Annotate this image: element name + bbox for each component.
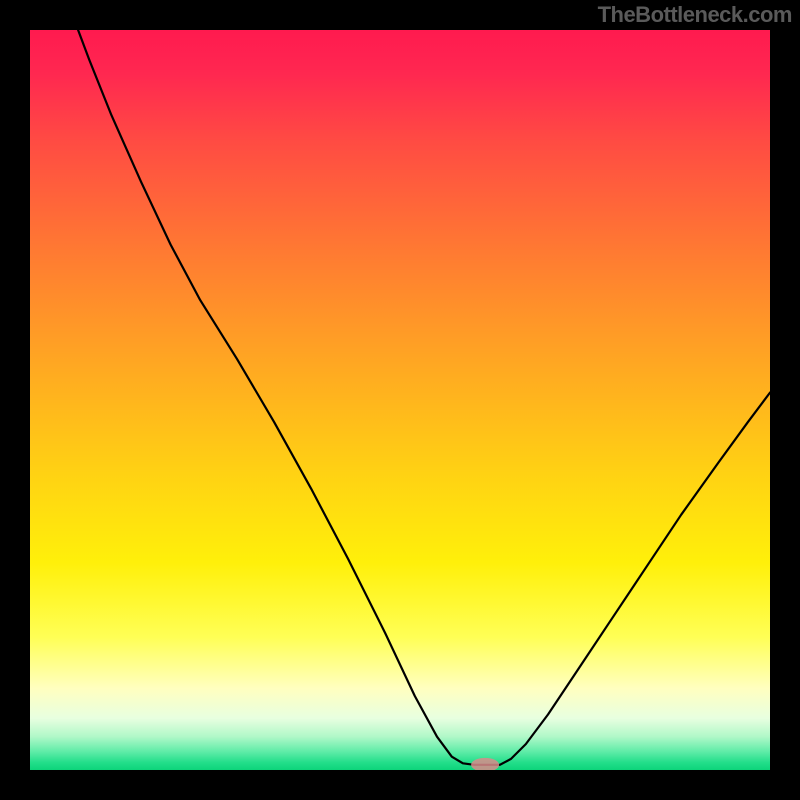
plot-area	[30, 30, 770, 770]
plot-svg	[30, 30, 770, 770]
watermark-text: TheBottleneck.com	[598, 2, 792, 28]
chart-container: TheBottleneck.com	[0, 0, 800, 800]
gradient-background	[30, 30, 770, 770]
